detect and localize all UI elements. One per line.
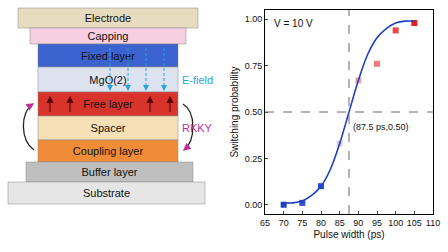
svg-text:1.00: 1.00 (245, 14, 263, 24)
svg-text:V = 10 V: V = 10 V (274, 18, 313, 29)
svg-text:0.25: 0.25 (245, 154, 263, 164)
svg-text:105: 105 (407, 218, 422, 228)
svg-text:80: 80 (316, 218, 326, 228)
svg-text:85: 85 (335, 218, 345, 228)
svg-text:0.00: 0.00 (245, 200, 263, 210)
svg-text:(87.5 ps,0.50): (87.5 ps,0.50) (353, 122, 409, 132)
svg-text:100: 100 (388, 218, 403, 228)
svg-text:Coupling layer: Coupling layer (73, 145, 144, 157)
svg-text:RKKY: RKKY (182, 122, 213, 134)
svg-text:0.75: 0.75 (245, 61, 263, 71)
svg-text:Buffer layer: Buffer layer (81, 166, 137, 178)
svg-text:Fixed layer: Fixed layer (81, 50, 135, 62)
svg-text:75: 75 (297, 218, 307, 228)
svg-text:Substrate: Substrate (83, 187, 130, 199)
svg-text:Pulse width (ps): Pulse width (ps) (313, 229, 384, 240)
svg-text:Spacer: Spacer (91, 122, 126, 134)
svg-text:Switching probability: Switching probability (229, 66, 240, 157)
svg-text:95: 95 (372, 218, 382, 228)
svg-text:Electrode: Electrode (85, 12, 131, 24)
svg-text:E-field: E-field (182, 74, 213, 86)
svg-text:90: 90 (353, 218, 363, 228)
svg-text:70: 70 (279, 218, 289, 228)
svg-text:MgO(2): MgO(2) (89, 74, 126, 86)
svg-text:110: 110 (426, 218, 440, 228)
svg-text:Capping: Capping (88, 30, 129, 42)
svg-text:Free layer: Free layer (83, 98, 133, 110)
svg-text:65: 65 (260, 218, 270, 228)
svg-text:0.50: 0.50 (245, 107, 263, 117)
